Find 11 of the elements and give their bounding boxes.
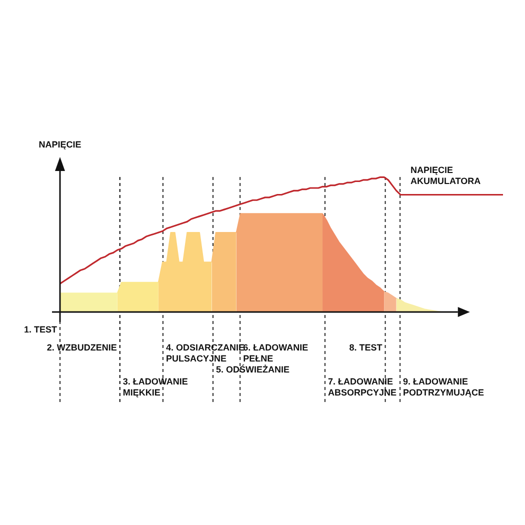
text: 7. ŁADOWANIE ABSORPCYJNE: [328, 376, 396, 398]
text: 3. ŁADOWANIE MIĘKKIE: [122, 376, 188, 398]
text: 9. ŁADOWANIE PODTRZYMUJĄCE: [403, 376, 484, 398]
text: 6. ŁADOWANIE PEŁNE: [243, 342, 308, 364]
text: 5. ODŚWIEŻANIE: [216, 364, 290, 374]
series-label: NAPIĘCIE AKUMULATORA: [410, 165, 482, 186]
text: 4. ODSIARCZANIE PULSACYJNE: [166, 342, 244, 364]
text: 8. TEST: [349, 342, 383, 352]
y-axis-title: NAPIĘCIE: [38, 139, 82, 150]
text: 2. WZBUDZENIE: [46, 342, 117, 352]
text: 1. TEST: [24, 324, 58, 334]
